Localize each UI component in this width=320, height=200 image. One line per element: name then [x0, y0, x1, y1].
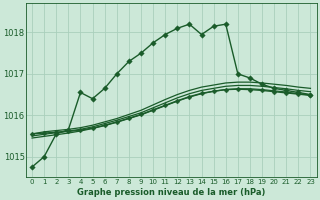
- X-axis label: Graphe pression niveau de la mer (hPa): Graphe pression niveau de la mer (hPa): [77, 188, 266, 197]
